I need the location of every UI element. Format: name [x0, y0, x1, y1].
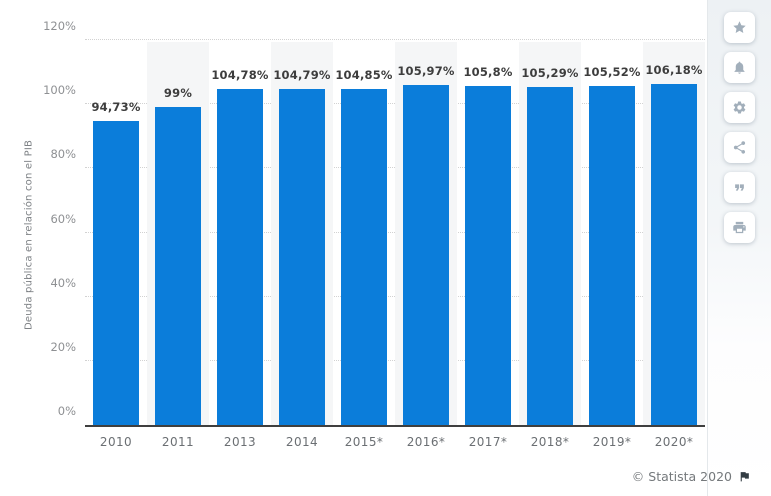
- chart-footer: © Statista 2020: [632, 469, 751, 484]
- bar-2011[interactable]: [155, 107, 201, 425]
- category-column-2016*: 105,97% 2016*: [395, 42, 457, 449]
- bar-2010[interactable]: [93, 121, 139, 425]
- category-column-2011: 99% 2011: [147, 42, 209, 449]
- gridline-120%: [85, 39, 705, 40]
- value-label-2011: 99%: [163, 86, 193, 101]
- print-button[interactable]: [724, 212, 755, 243]
- x-tick-label-2016*: 2016*: [406, 435, 446, 449]
- category-column-2014: 104,79% 2014: [271, 42, 333, 449]
- bar-2019*[interactable]: [589, 86, 635, 425]
- y-tick-label: 40%: [50, 275, 76, 290]
- bell-icon: [734, 61, 745, 74]
- value-label-2014: 104,79%: [273, 67, 331, 82]
- bar-2017*[interactable]: [465, 85, 511, 425]
- bar-2014[interactable]: [279, 88, 325, 425]
- category-column-2010: 94,73% 2010: [85, 42, 147, 449]
- category-column-2019*: 105,52% 2019*: [581, 42, 643, 449]
- y-axis-title: Deuda pública en relación con el PIB: [23, 139, 35, 330]
- x-tick-label-2014: 2014: [285, 435, 319, 449]
- bar-2016*[interactable]: [403, 85, 449, 425]
- y-tick-label: 80%: [50, 147, 76, 162]
- category-column-2020*: 106,18% 2020*: [643, 42, 705, 449]
- settings-button[interactable]: [724, 92, 755, 123]
- star-icon: [733, 21, 746, 34]
- flag-icon: [740, 472, 749, 482]
- category-column-2017*: 105,8% 2017*: [457, 42, 519, 449]
- share-icon: [733, 141, 746, 154]
- x-tick-label-2010: 2010: [99, 435, 133, 449]
- x-tick-label-2018*: 2018*: [530, 435, 570, 449]
- share-button[interactable]: [724, 132, 755, 163]
- plot-area: 0% 20% 40% 60% 80% 100% 120% 94,73% 2010 99% 2011 1…: [43, 19, 705, 449]
- value-label-2015*: 104,85%: [335, 67, 393, 82]
- y-tick-label: 0%: [57, 404, 76, 418]
- category-column-2015*: 104,85% 2015*: [333, 42, 395, 449]
- value-label-2017*: 105,8%: [463, 64, 513, 79]
- cite-button[interactable]: [724, 172, 755, 203]
- x-tick-label-2011: 2011: [161, 435, 195, 449]
- value-label-2010: 94,73%: [91, 100, 141, 115]
- value-label-2018*: 105,29%: [521, 66, 579, 81]
- bar-2020*[interactable]: [651, 84, 697, 425]
- y-tick-label: 120%: [43, 19, 76, 33]
- category-column-2013: 104,78% 2013: [209, 42, 271, 449]
- alerts-button[interactable]: [724, 52, 755, 83]
- copyright-text: © Statista 2020: [631, 469, 732, 484]
- value-label-2013: 104,78%: [211, 67, 269, 82]
- y-tick-label: 20%: [50, 339, 76, 354]
- value-label-2016*: 105,97%: [397, 64, 455, 79]
- x-tick-label-2017*: 2017*: [468, 435, 508, 449]
- x-tick-label-2019*: 2019*: [592, 435, 632, 449]
- category-column-2018*: 105,29% 2018*: [519, 42, 581, 449]
- y-tick-label: 100%: [43, 83, 76, 98]
- quote-icon: [735, 184, 744, 191]
- columns: 94,73% 2010 99% 2011 104,78% 2013 104,79% 2014 1…: [85, 42, 705, 449]
- toolbar-rail: [707, 0, 771, 496]
- x-tick-label-2013: 2013: [223, 435, 257, 449]
- bar-2013[interactable]: [217, 88, 263, 425]
- favorite-button[interactable]: [724, 12, 755, 43]
- value-label-2019*: 105,52%: [583, 65, 641, 80]
- bar-2018*[interactable]: [527, 87, 573, 425]
- y-tick-label: 60%: [50, 211, 76, 226]
- gear-icon: [733, 101, 746, 114]
- value-label-2020*: 106,18%: [645, 63, 703, 78]
- printer-icon: [733, 221, 746, 234]
- bar-2015*[interactable]: [341, 88, 387, 425]
- x-tick-label-2015*: 2015*: [344, 435, 384, 449]
- x-tick-label-2020*: 2020*: [654, 435, 694, 449]
